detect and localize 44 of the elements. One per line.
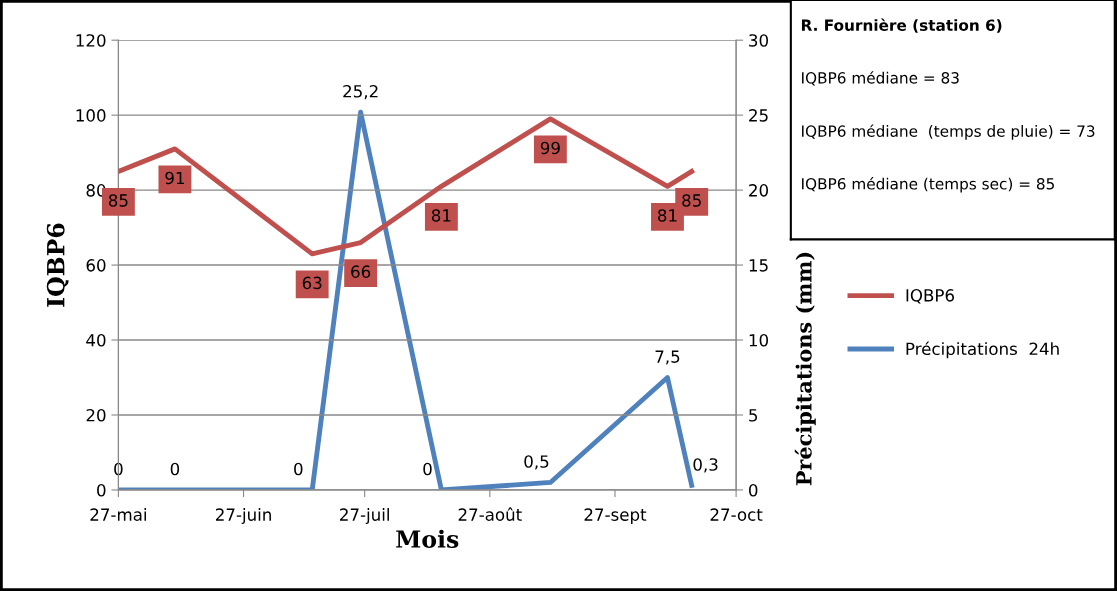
data-label: 63	[302, 276, 322, 290]
y2-tick-label: 10	[749, 333, 769, 347]
x-tick-label: 27-juil	[340, 507, 389, 525]
data-label: 99	[540, 141, 560, 155]
data-label: 85	[108, 194, 128, 207]
y-tick-label: 20	[86, 408, 106, 422]
x-axis-title: Mois	[396, 529, 459, 548]
y2-tick-label: 20	[749, 184, 769, 197]
y-tick-label: 100	[76, 109, 106, 122]
data-label: 81	[431, 209, 451, 222]
x-tick-label: 27-mai	[90, 507, 146, 521]
data-label: 0	[423, 462, 432, 476]
y-tick-label: 40	[86, 333, 106, 347]
legend-label: Précipitations 24h	[906, 341, 1059, 359]
y-axis-title: IQBP6	[46, 223, 69, 307]
y-tick-label: 60	[86, 259, 106, 272]
x-tick-label: 27-juin	[215, 507, 271, 525]
x-tick-label: 27-oct	[710, 508, 763, 521]
y2-tick-label: 30	[749, 34, 769, 47]
text: R. Fournière (station 6)	[801, 18, 1002, 33]
y-tick-label: 120	[76, 34, 106, 47]
y-tick-label: 0	[97, 483, 106, 497]
data-label: 0,5	[524, 455, 549, 470]
data-label: 0	[294, 462, 303, 476]
data-label: 85	[682, 194, 701, 207]
y2-tick-label: 0	[749, 483, 758, 497]
y2-tick-label: 25	[749, 109, 768, 122]
y2-axis-title: Précipitations (mm)	[794, 252, 816, 486]
x-tick-label: 27-août	[458, 507, 522, 521]
text: IQBP6 médiane = 83	[802, 71, 959, 86]
data-label: 0	[170, 462, 180, 476]
y2-tick-label: 15	[749, 259, 768, 272]
data-label: 0,3	[693, 458, 718, 473]
data-label: 25,2	[343, 84, 378, 100]
data-label: 81	[658, 209, 677, 222]
text: IQBP6 médiane (temps de pluie) = 73	[802, 124, 1095, 140]
y2-tick-label: 5	[749, 409, 758, 422]
data-label: 0	[114, 462, 123, 476]
text: IQBP6 médiane (temps sec) = 85	[802, 177, 1054, 193]
legend-label: IQBP6	[906, 289, 955, 304]
data-label: 7,5	[655, 350, 680, 365]
data-label: 66	[351, 265, 371, 278]
data-label: 91	[165, 171, 184, 185]
x-tick-label: 27-sept	[584, 508, 647, 525]
